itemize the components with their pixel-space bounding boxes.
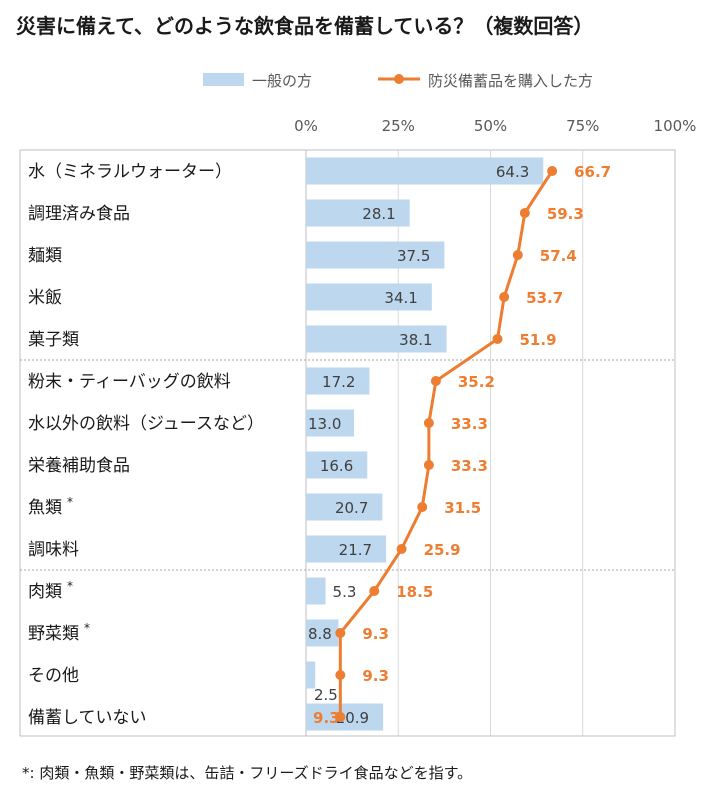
line-point [499,292,510,302]
bar [306,367,370,395]
bar [306,241,445,269]
line-point [335,712,346,722]
bar-series [306,157,544,731]
bar-value-label: 20.7 [335,499,368,517]
line-value-label: 33.3 [451,457,488,475]
line-value-label: 18.5 [396,583,433,601]
line-path [338,170,554,717]
category-label: 水（ミネラルウォーター） [28,162,232,182]
bar-value-label: 2.5 [314,686,338,704]
line-point [430,376,441,386]
legend-bar-label: 一般の方 [252,72,312,90]
bar [306,199,410,227]
line-point [369,586,380,596]
bar [306,619,339,647]
category-label: 魚類 * [28,495,73,518]
x-tick-label: 50% [474,117,507,135]
line-point [423,460,434,470]
category-footnote-mark: * [67,495,73,509]
plot-frame [19,149,676,737]
bar [306,409,354,437]
bar-value-labels: 64.3 28.1 37.5 34.1 38.1 17.2 13.0 16.6 20.7 21.7… [308,163,529,727]
category-label: 調理済み食品 [28,204,130,224]
x-tick-label: 100% [654,117,697,135]
bar-value-label: 20.9 [336,709,369,727]
line-value-label: 51.9 [520,331,557,349]
line-value-label: 9.3 [362,667,389,685]
x-tick-label: 0% [294,117,318,135]
line-point [423,418,434,428]
bar-value-label: 37.5 [397,247,430,265]
line-value-label: 53.7 [526,289,563,307]
bar-value-label: 5.3 [333,583,357,601]
bar [306,661,316,689]
line-value-label: 33.3 [451,415,488,433]
line-point [492,334,503,344]
legend-line-marker [394,74,404,84]
category-label: 野菜類 * [28,621,90,644]
category-footnote-mark: * [84,621,90,635]
legend: 一般の方 防災備蓄品を購入した方 [203,72,593,90]
category-label: 備蓄していない [28,708,147,728]
x-axis-ticks: 0% 25% 50% 75% 100% [294,117,696,135]
bar-value-label: 8.8 [308,625,332,643]
line-point [335,670,346,680]
category-label: 調味料 [28,540,79,560]
bar-value-label: 64.3 [496,163,529,181]
line-value-labels: 66.7 59.3 57.4 53.7 51.9 35.2 33.3 33.3 31.5 25.9… [313,163,611,727]
bar-value-label: 13.0 [308,415,341,433]
category-label: 米飯 [28,288,62,308]
line-value-label: 57.4 [540,247,577,265]
category-label: 栄養補助食品 [28,456,130,476]
legend-bar-swatch [203,73,244,86]
line-point [396,544,407,554]
bar [306,283,432,311]
x-tick-label: 25% [382,117,415,135]
x-tick-label: 75% [566,117,599,135]
line-series [335,166,558,722]
line-value-label: 35.2 [458,373,495,391]
line-point [417,502,428,512]
bar-value-label: 28.1 [362,205,395,223]
bar-value-label: 16.6 [320,457,353,475]
line-value-label: 31.5 [444,499,481,517]
category-label: 粉末・ティーバッグの飲料 [28,372,231,392]
legend-line-label: 防災備蓄品を購入した方 [428,72,593,90]
category-labels: 水（ミネラルウォーター） 調理済み食品麺類米飯菓子類粉末・ティーバッグの飲料水以外… [28,162,264,728]
bar [306,577,326,605]
bar [306,535,387,563]
line-value-label: 9.3 [362,625,389,643]
category-label: 菓子類 [28,330,79,350]
category-footnote-mark: * [67,579,73,593]
line-value-label: 25.9 [424,541,461,559]
line-point [512,250,523,260]
category-label: 麺類 [28,246,62,266]
bar-value-label: 34.1 [384,289,417,307]
bar [306,325,447,353]
plot-border [19,149,676,737]
line-value-label: 59.3 [547,205,584,223]
bar [306,157,544,185]
bar-value-label: 38.1 [399,331,432,349]
line-point [547,166,558,176]
footnote: *: 肉類・魚類・野菜類は、缶詰・フリーズドライ食品などを指す。 [22,764,473,782]
category-label: 肉類 * [28,579,73,602]
bar-value-label: 17.2 [322,373,355,391]
bar [306,451,368,479]
chart-title: 災害に備えて、どのような飲食品を備蓄している？（複数回答） [16,14,594,38]
category-label: その他 [28,666,79,686]
line-value-label: 9.3 [313,709,340,727]
category-label: 水以外の飲料（ジュースなど） [28,414,264,434]
line-point [335,628,346,638]
line-value-label: 66.7 [574,163,611,181]
line-point [519,208,530,218]
bar-value-label: 21.7 [339,541,372,559]
bar [306,493,383,521]
